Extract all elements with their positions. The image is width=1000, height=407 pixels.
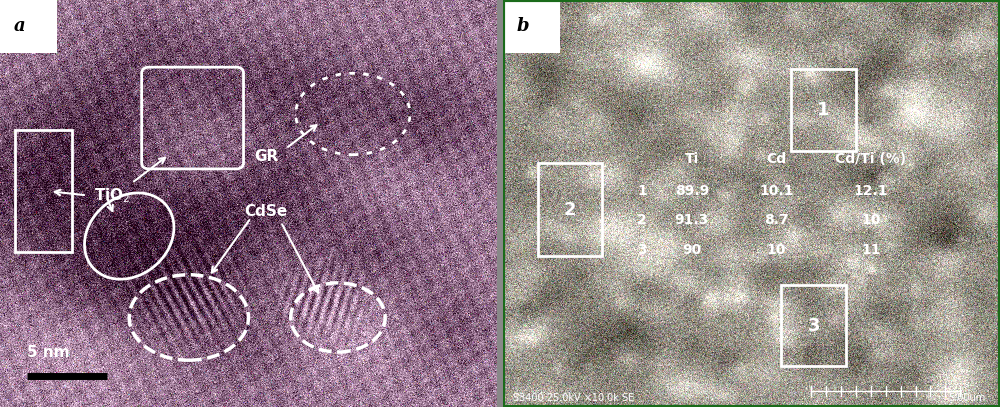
Text: 10.1: 10.1 bbox=[759, 184, 794, 198]
Text: GR: GR bbox=[254, 149, 278, 164]
Text: 2: 2 bbox=[637, 213, 647, 227]
Bar bbox=[791, 69, 856, 151]
Text: a: a bbox=[14, 18, 26, 35]
Text: 12.1: 12.1 bbox=[854, 184, 888, 198]
Text: Cd/Ti (%): Cd/Ti (%) bbox=[835, 152, 906, 166]
Bar bbox=[781, 285, 846, 366]
Text: 1: 1 bbox=[637, 184, 647, 198]
Text: 91.3: 91.3 bbox=[675, 213, 709, 227]
Text: CdSe: CdSe bbox=[244, 204, 288, 219]
Text: TiO$_2$: TiO$_2$ bbox=[94, 186, 130, 205]
Text: 1: 1 bbox=[817, 101, 830, 119]
Bar bbox=[503, 0, 560, 53]
Text: 10: 10 bbox=[767, 243, 786, 257]
Text: 2: 2 bbox=[564, 201, 576, 219]
Bar bbox=[15, 130, 72, 252]
Bar bbox=[538, 163, 602, 256]
Text: Ti: Ti bbox=[685, 152, 699, 166]
Text: 90: 90 bbox=[682, 243, 701, 257]
Text: S3400 25.0kV ×10.0k SE: S3400 25.0kV ×10.0k SE bbox=[513, 393, 634, 403]
Text: 5 nm: 5 nm bbox=[27, 345, 70, 360]
Text: 8.7: 8.7 bbox=[764, 213, 789, 227]
Text: Cd: Cd bbox=[766, 152, 786, 166]
Text: 3: 3 bbox=[637, 243, 647, 257]
Text: 89.9: 89.9 bbox=[675, 184, 709, 198]
Text: 11: 11 bbox=[861, 243, 881, 257]
Text: 3: 3 bbox=[807, 317, 820, 335]
Text: 5.00um: 5.00um bbox=[948, 393, 985, 403]
Bar bbox=[0, 0, 57, 53]
Text: b: b bbox=[517, 18, 529, 35]
Text: 10: 10 bbox=[861, 213, 880, 227]
